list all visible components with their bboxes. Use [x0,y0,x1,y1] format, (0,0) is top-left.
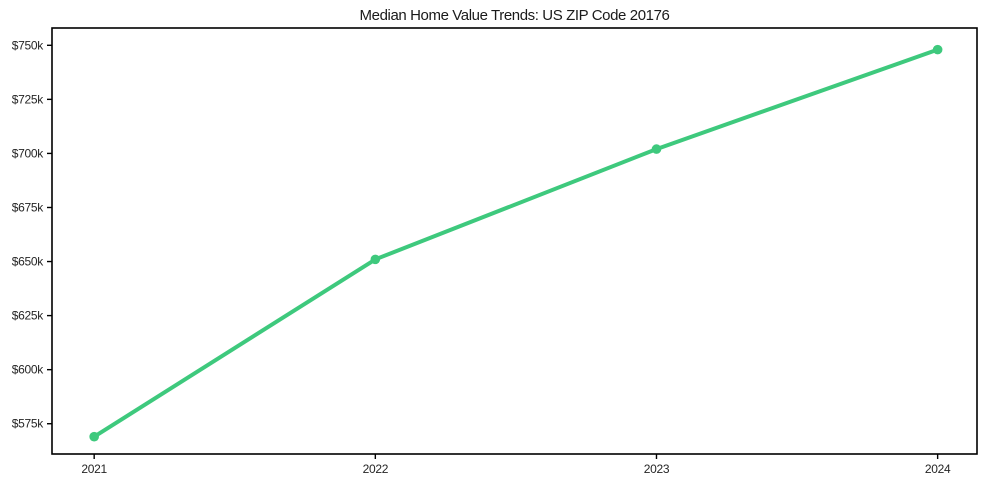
y-tick-label: $600k [12,363,44,377]
x-tick-label: 2024 [925,462,951,476]
data-point-marker [932,44,943,55]
plot-spines [51,27,978,455]
data-point-marker [89,431,99,442]
y-tick-label: $575k [12,417,44,431]
x-tick-label: 2021 [81,462,107,476]
data-point-marker [651,144,662,154]
y-tick-label: $700k [12,146,44,160]
y-tick-label: $675k [12,200,44,214]
data-point-marker [370,254,381,265]
y-tick-label: $650k [12,255,44,269]
x-tick-label: 2023 [644,462,670,476]
y-tick-label: $725k [12,92,44,106]
chart-title: Median Home Value Trends: US ZIP Code 20… [359,7,670,24]
y-tick-label: $750k [12,38,44,52]
series-line [92,47,940,439]
x-tick-label: 2022 [363,462,389,476]
y-tick-label: $625k [12,309,44,323]
